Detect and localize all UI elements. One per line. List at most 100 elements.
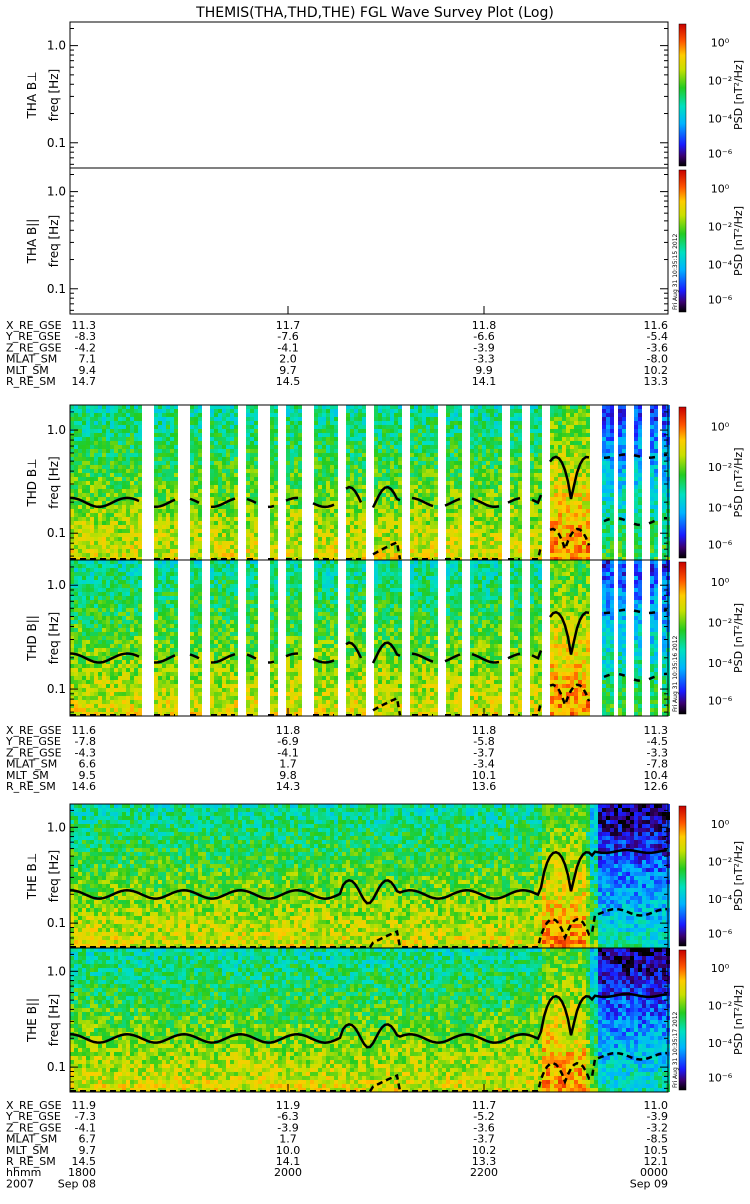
spectrogram-cell — [446, 465, 450, 469]
spectrogram-cell — [654, 469, 658, 473]
spectrogram-cell — [102, 564, 106, 568]
spectrogram-cell — [418, 481, 422, 485]
spectrogram-cell — [154, 457, 158, 461]
spectrogram-cell — [254, 457, 258, 461]
spectrogram-cell — [94, 477, 98, 481]
spectrogram-cell — [422, 537, 426, 541]
spectrogram-cell — [450, 521, 454, 525]
spectrogram-cell — [118, 644, 122, 648]
spectrogram-cell — [74, 680, 78, 684]
spectrogram-cell — [362, 513, 366, 517]
spectrogram-cell — [158, 529, 162, 533]
spectrogram-cell — [454, 425, 458, 429]
spectrogram-cell — [498, 497, 502, 501]
spectrogram-cell — [314, 425, 318, 429]
spectrogram-cell — [510, 509, 514, 513]
spectrogram-cell — [414, 489, 418, 493]
spectrogram-cell — [122, 708, 126, 712]
spectrogram-cell — [554, 485, 558, 489]
spectrogram-cell — [230, 485, 234, 489]
spectrogram-cell — [518, 537, 522, 541]
spectrogram-cell — [246, 493, 250, 497]
y-tick-label: 0.1 — [47, 526, 66, 540]
spectrogram-cell — [294, 501, 298, 505]
spectrogram-cell — [214, 461, 218, 465]
spectrogram-cell — [82, 425, 86, 429]
spectrogram-cell — [350, 501, 354, 505]
spectrogram-cell — [562, 553, 566, 557]
spectrogram-cell — [218, 549, 222, 553]
spectrogram-cell — [418, 457, 422, 461]
spectrogram-cell — [518, 521, 522, 525]
spectrogram-cell — [586, 549, 590, 553]
spectrogram-cell — [286, 537, 290, 541]
spectrogram-cell — [198, 545, 202, 549]
spectrogram-cell — [294, 457, 298, 461]
spectrogram-cell — [166, 517, 170, 521]
spectrogram-cell — [346, 533, 350, 537]
spectrogram-cell — [458, 525, 462, 529]
spectrogram-cell — [210, 453, 214, 457]
spectrogram-cell — [106, 477, 110, 481]
spectrogram-cell — [138, 441, 142, 445]
spectrogram-cell — [562, 521, 566, 525]
spectrogram-cell — [130, 656, 134, 660]
spectrogram-cell — [102, 485, 106, 489]
spectrogram-cell — [90, 704, 94, 708]
spectrogram-cell — [122, 545, 126, 549]
spectrogram-cell — [134, 489, 138, 493]
spectrogram-cell — [190, 521, 194, 525]
spectrogram-cell — [650, 473, 654, 477]
spectrogram-cell — [378, 433, 382, 437]
spectrogram-cell — [294, 505, 298, 509]
spectrogram-cell — [102, 616, 106, 620]
spectrogram-cell — [378, 553, 382, 557]
spectrogram-cell — [470, 525, 474, 529]
spectrogram-cell — [570, 453, 574, 457]
spectrogram-cell — [218, 533, 222, 537]
spectrogram-cell — [550, 481, 554, 485]
spectrogram-cell — [82, 684, 86, 688]
spectrogram-cell — [226, 413, 230, 417]
spectrogram-cell — [414, 473, 418, 477]
spectrogram-cell — [102, 477, 106, 481]
spectrogram-cell — [294, 509, 298, 513]
spectrogram-cell — [126, 405, 130, 409]
spectrogram-cell — [618, 457, 622, 461]
spectrogram-cell — [494, 481, 498, 485]
spectrogram-cell — [586, 417, 590, 421]
spectrogram-cell — [174, 501, 178, 505]
spectrogram-cell — [574, 517, 578, 521]
spectrogram-cell — [578, 445, 582, 449]
spectrogram-cell — [86, 413, 90, 417]
spectrogram-cell — [470, 509, 474, 513]
spectrogram-cell — [122, 704, 126, 708]
spectrogram-cell — [650, 485, 654, 489]
spectrogram-cell — [214, 421, 218, 425]
spectrogram-cell — [70, 596, 74, 600]
spectrogram-cell — [606, 421, 610, 425]
spectrogram-cell — [350, 537, 354, 541]
spectrogram-cell — [582, 509, 586, 513]
spectrogram-cell — [74, 453, 78, 457]
spectrogram-cell — [350, 409, 354, 413]
spectrogram-cell — [610, 445, 614, 449]
spectrogram-cell — [114, 481, 118, 485]
spectrogram-cell — [314, 497, 318, 501]
spectrogram-cell — [170, 473, 174, 477]
spectrogram-cell — [578, 533, 582, 537]
spectrogram-cell — [86, 672, 90, 676]
spectrogram-cell — [634, 441, 638, 445]
spectrogram-cell — [226, 493, 230, 497]
spectrogram-cell — [330, 433, 334, 437]
spectrogram-cell — [106, 509, 110, 513]
spectrogram-cell — [602, 469, 606, 473]
spectrogram-cell — [498, 417, 502, 421]
spectrogram-cell — [358, 513, 362, 517]
spectrogram-cell — [494, 489, 498, 493]
spectrogram-cell — [118, 684, 122, 688]
spectrogram-cell — [410, 453, 414, 457]
spectrogram-cell — [582, 473, 586, 477]
spectrogram-cell — [246, 513, 250, 517]
spectrogram-cell — [290, 453, 294, 457]
